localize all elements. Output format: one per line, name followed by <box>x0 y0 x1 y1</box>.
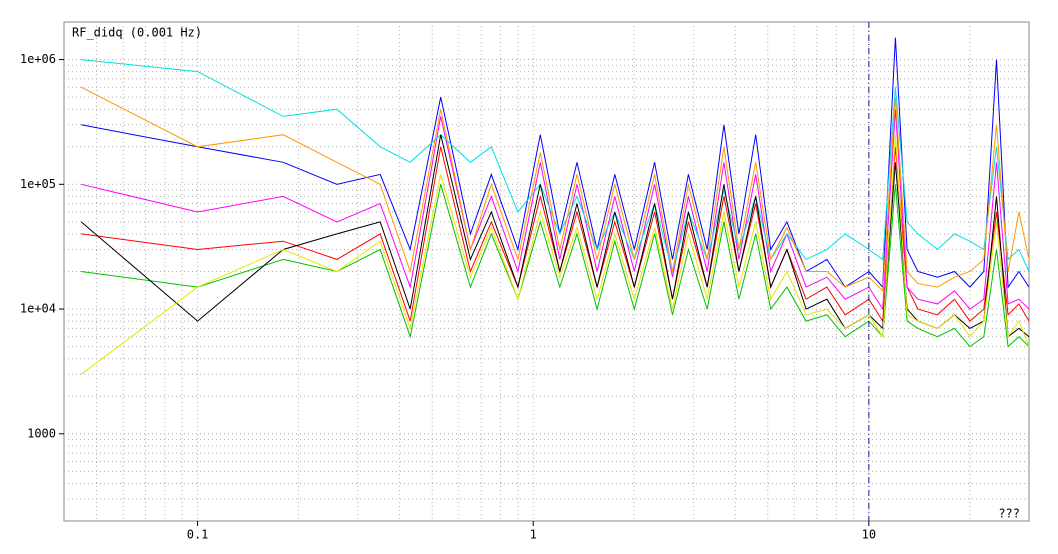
annotation: ??? <box>998 507 1020 521</box>
series-line <box>80 86 1030 292</box>
y-tick-label: 1000 <box>27 426 56 440</box>
series-line <box>81 59 1030 274</box>
y-tick-label: 1e+06 <box>20 52 56 66</box>
y-tick-label: 1e+05 <box>20 177 56 191</box>
y-tick-label: 1e+04 <box>20 302 56 316</box>
series-line <box>81 146 1030 323</box>
labels: RF_didq (0.001 Hz) ??? 0.1 1 10 1e+06 1e+05 1… <box>20 26 1020 542</box>
series-line <box>81 37 1030 289</box>
chart-title: RF_didq (0.001 Hz) <box>72 26 202 40</box>
lines <box>80 22 1030 521</box>
series-line <box>81 184 1030 348</box>
x-tick-label: 0.1 <box>187 528 209 542</box>
x-tick-label: 10 <box>862 528 876 542</box>
series-line <box>80 134 1030 375</box>
x-tick-label: 1 <box>530 528 537 542</box>
